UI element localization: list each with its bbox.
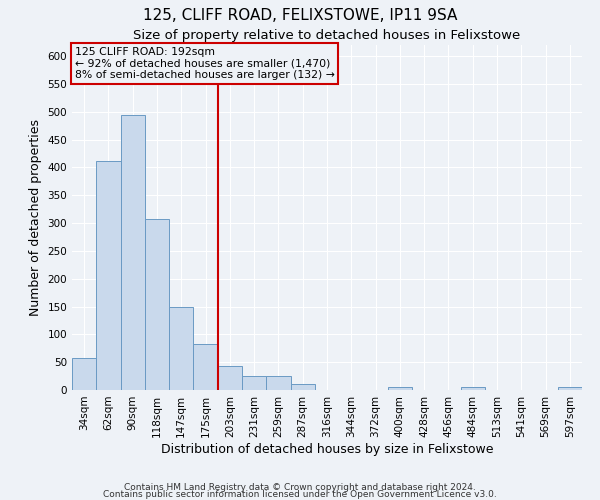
Text: Contains public sector information licensed under the Open Government Licence v3: Contains public sector information licen… bbox=[103, 490, 497, 499]
Bar bbox=[96, 162, 121, 390]
Bar bbox=[266, 376, 290, 390]
Bar bbox=[169, 306, 193, 390]
Bar bbox=[290, 384, 315, 390]
Text: Contains HM Land Registry data © Crown copyright and database right 2024.: Contains HM Land Registry data © Crown c… bbox=[124, 484, 476, 492]
Title: Size of property relative to detached houses in Felixstowe: Size of property relative to detached ho… bbox=[133, 30, 521, 43]
Text: 125 CLIFF ROAD: 192sqm
← 92% of detached houses are smaller (1,470)
8% of semi-d: 125 CLIFF ROAD: 192sqm ← 92% of detached… bbox=[74, 46, 334, 80]
Bar bbox=[242, 376, 266, 390]
Bar bbox=[121, 115, 145, 390]
Bar bbox=[461, 387, 485, 390]
Bar bbox=[388, 387, 412, 390]
Bar bbox=[558, 387, 582, 390]
Bar bbox=[72, 358, 96, 390]
Text: 125, CLIFF ROAD, FELIXSTOWE, IP11 9SA: 125, CLIFF ROAD, FELIXSTOWE, IP11 9SA bbox=[143, 8, 457, 22]
Bar bbox=[218, 366, 242, 390]
Bar bbox=[145, 219, 169, 390]
X-axis label: Distribution of detached houses by size in Felixstowe: Distribution of detached houses by size … bbox=[161, 442, 493, 456]
Y-axis label: Number of detached properties: Number of detached properties bbox=[29, 119, 42, 316]
Bar bbox=[193, 344, 218, 390]
